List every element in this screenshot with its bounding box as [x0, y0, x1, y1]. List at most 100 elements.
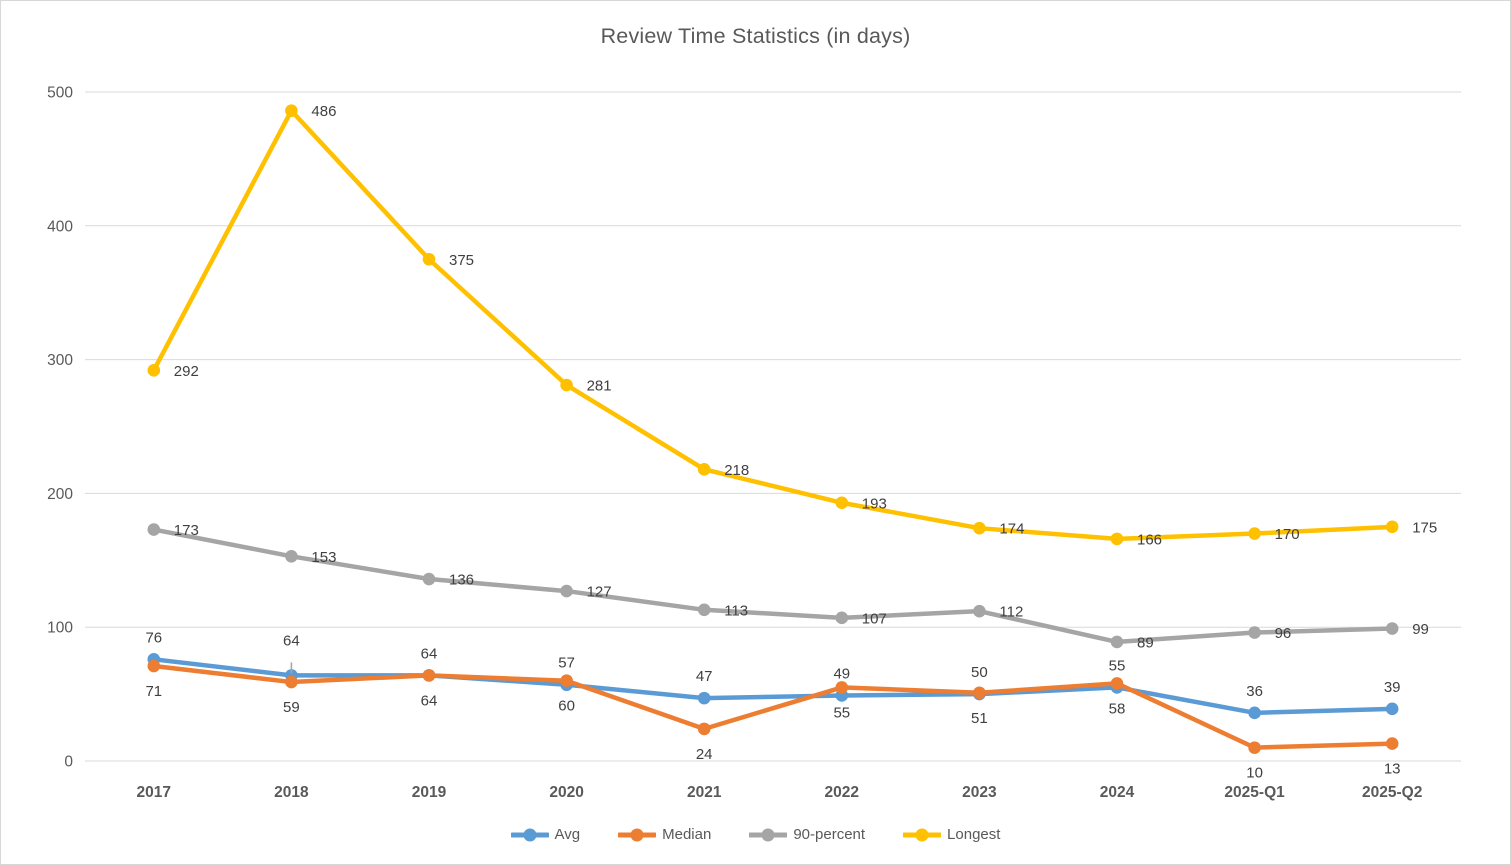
x-axis-category-label: 2023 — [962, 784, 997, 801]
data-label-90-percent: 127 — [587, 584, 612, 601]
chart-title: Review Time Statistics (in days) — [600, 24, 911, 48]
legend-label: Median — [662, 826, 712, 843]
data-label-median: 55 — [833, 704, 850, 721]
legend-marker-avg — [510, 828, 549, 841]
x-axis-category-label: 2018 — [274, 784, 309, 801]
data-label-median: 71 — [145, 683, 162, 700]
data-label-longest: 292 — [174, 363, 199, 380]
data-label-90-percent: 107 — [862, 610, 887, 627]
legend-marker-90-percent — [749, 828, 788, 841]
legend-item-longest: Longest — [903, 826, 1000, 843]
data-label-avg: 64 — [283, 632, 300, 649]
marker-90-percent — [835, 611, 849, 625]
legend-label: 90-percent — [793, 826, 866, 843]
x-axis-category-label: 2025-Q1 — [1224, 784, 1285, 801]
marker-median — [973, 686, 986, 700]
marker-longest — [285, 104, 298, 118]
data-label-avg: 55 — [1109, 657, 1126, 674]
y-axis-tick-label: 200 — [47, 486, 73, 503]
data-label-avg: 64 — [421, 645, 438, 662]
legend-dot-icon — [915, 828, 929, 841]
legend-label: Avg — [554, 826, 581, 843]
data-label-longest: 174 — [999, 521, 1024, 538]
marker-90-percent — [697, 603, 711, 617]
data-label-longest: 218 — [724, 462, 749, 479]
data-label-longest: 166 — [1137, 531, 1162, 548]
marker-longest — [973, 521, 986, 535]
data-label-median: 51 — [971, 710, 988, 727]
marker-longest — [147, 364, 161, 377]
marker-90-percent — [560, 584, 573, 598]
data-label-median: 59 — [283, 699, 300, 716]
marker-avg — [1248, 706, 1261, 720]
legend-item-median: Median — [618, 826, 711, 843]
marker-median — [835, 681, 849, 694]
data-label-median: 10 — [1246, 765, 1263, 782]
data-label-90-percent: 99 — [1412, 621, 1429, 638]
marker-median — [697, 722, 711, 736]
data-label-longest: 175 — [1412, 519, 1437, 536]
marker-longest — [422, 252, 436, 266]
x-axis-category-label: 2020 — [549, 784, 583, 801]
legend-marker-median — [618, 828, 657, 841]
marker-median — [1248, 741, 1261, 754]
marker-median — [1385, 737, 1399, 750]
data-label-median: 64 — [421, 692, 438, 709]
data-label-90-percent: 136 — [449, 572, 474, 589]
data-label-90-percent: 153 — [311, 549, 336, 566]
data-label-longest: 486 — [311, 103, 336, 120]
data-label-90-percent: 112 — [999, 604, 1023, 621]
chart-legend: Avg Median 90-percent Longest — [1, 826, 1510, 843]
data-label-median: 58 — [1109, 700, 1126, 717]
data-label-90-percent: 173 — [174, 522, 199, 539]
data-label-90-percent: 96 — [1275, 625, 1292, 642]
legend-item-avg: Avg — [510, 826, 581, 843]
marker-longest — [697, 463, 711, 476]
data-label-avg: 57 — [558, 655, 575, 672]
marker-median — [1110, 677, 1124, 690]
data-label-avg: 50 — [971, 664, 988, 681]
y-axis-tick-label: 100 — [47, 620, 73, 637]
series-line-median — [151, 663, 1395, 750]
data-label-avg: 39 — [1384, 679, 1401, 696]
marker-90-percent — [973, 604, 986, 618]
series-line-avg — [151, 657, 1395, 716]
x-axis-category-label: 2021 — [687, 784, 722, 801]
marker-longest — [1110, 532, 1124, 546]
data-label-longest: 193 — [862, 495, 887, 512]
marker-90-percent — [1385, 622, 1399, 635]
marker-median — [285, 675, 298, 689]
marker-90-percent — [147, 523, 161, 536]
marker-avg — [697, 691, 711, 705]
marker-longest — [1385, 520, 1399, 534]
data-label-avg: 49 — [833, 665, 850, 682]
legend-marker-longest — [903, 828, 942, 841]
data-label-longest: 375 — [449, 252, 474, 269]
y-axis-tick-label: 0 — [64, 754, 73, 771]
data-label-median: 60 — [558, 698, 575, 715]
data-label-avg: 47 — [696, 668, 713, 685]
data-label-median: 13 — [1384, 761, 1401, 778]
x-axis-category-label: 2019 — [412, 784, 447, 801]
legend-dot-icon — [523, 828, 537, 841]
marker-90-percent — [1110, 635, 1124, 649]
legend-item-90-percent: 90-percent — [749, 826, 865, 843]
data-label-avg: 36 — [1246, 683, 1263, 700]
data-label-median: 24 — [696, 746, 713, 763]
y-axis-tick-label: 300 — [47, 352, 73, 369]
marker-median — [560, 674, 573, 688]
marker-longest — [1248, 527, 1261, 540]
x-axis-category-label: 2025-Q2 — [1362, 784, 1422, 801]
legend-label: Longest — [947, 826, 1001, 843]
x-axis-category-label: 2024 — [1100, 784, 1135, 801]
marker-median — [422, 669, 436, 682]
marker-90-percent — [422, 572, 436, 586]
data-label-longest: 170 — [1275, 526, 1300, 543]
legend-dot-icon — [630, 828, 644, 841]
data-label-90-percent: 89 — [1137, 634, 1154, 651]
marker-90-percent — [285, 549, 298, 563]
data-label-90-percent: 113 — [724, 602, 748, 619]
marker-median — [147, 659, 161, 673]
series-line-90-percent — [151, 527, 1395, 645]
